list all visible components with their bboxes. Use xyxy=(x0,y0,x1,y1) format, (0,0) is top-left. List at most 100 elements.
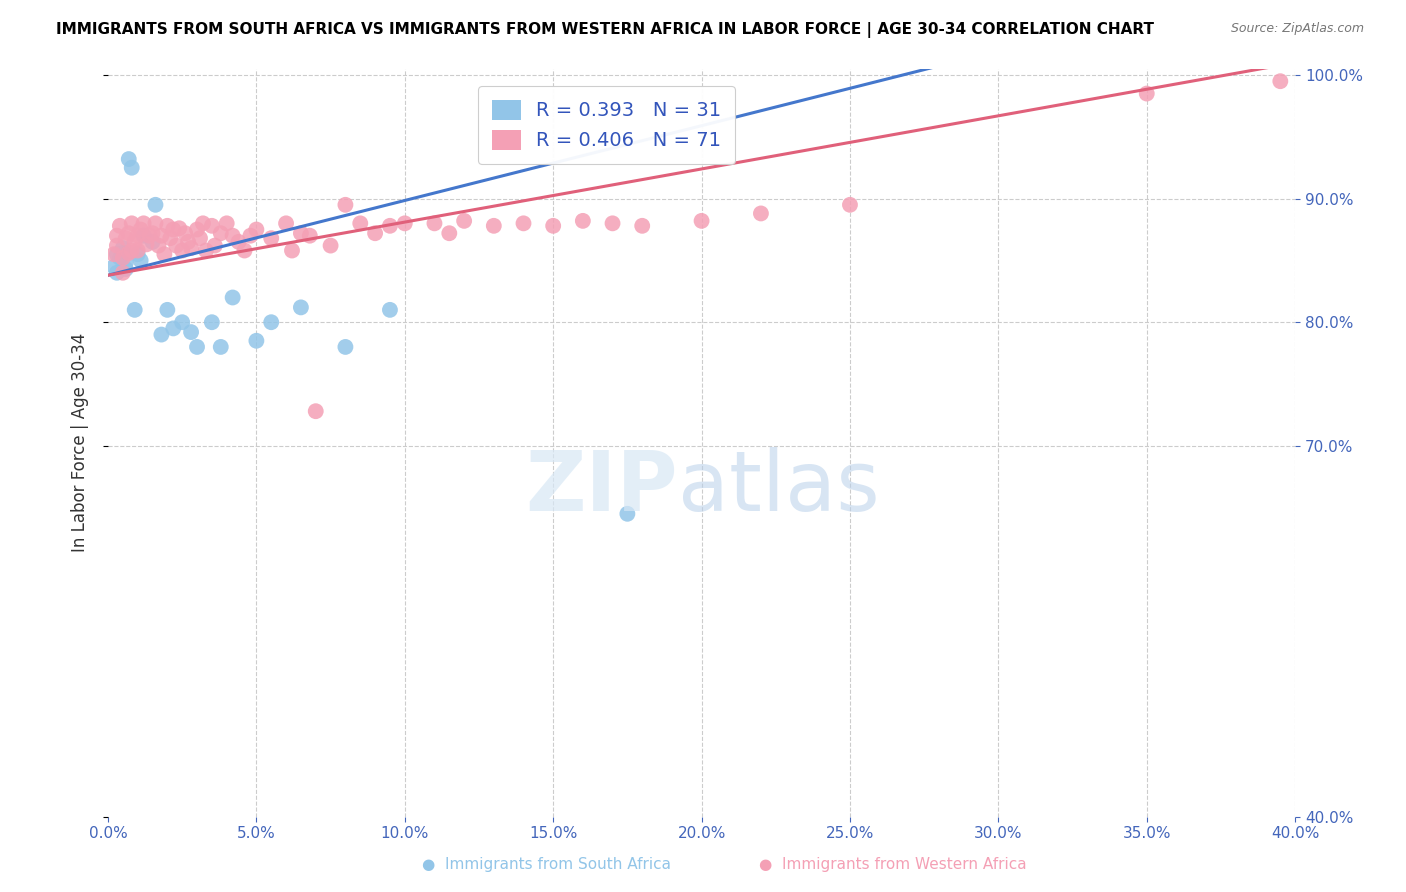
Point xyxy=(172,315,194,329)
Text: IMMIGRANTS FROM SOUTH AFRICA VS IMMIGRANTS FROM WESTERN AFRICA IN LABOR FORCE | : IMMIGRANTS FROM SOUTH AFRICA VS IMMIGRAN… xyxy=(56,22,1154,38)
Point xyxy=(239,228,262,243)
Point xyxy=(127,228,149,243)
Point xyxy=(127,244,149,258)
Point xyxy=(191,216,214,230)
Point xyxy=(156,219,179,233)
Point xyxy=(221,228,243,243)
Point xyxy=(150,327,173,342)
Point xyxy=(159,231,181,245)
Point xyxy=(108,251,131,265)
Point xyxy=(124,235,146,249)
Point xyxy=(174,226,197,240)
Point xyxy=(156,302,179,317)
Point xyxy=(245,222,267,236)
Point xyxy=(111,251,134,265)
Point xyxy=(245,334,267,348)
Point xyxy=(103,247,125,261)
Point xyxy=(145,216,167,230)
Point xyxy=(1270,74,1292,88)
Point xyxy=(512,216,534,230)
Point xyxy=(298,228,321,243)
Point xyxy=(335,198,357,212)
Point xyxy=(186,340,208,354)
Point xyxy=(378,302,401,317)
Point xyxy=(114,256,136,270)
Point xyxy=(132,228,155,243)
Point xyxy=(209,226,232,240)
Point xyxy=(138,228,160,243)
Point xyxy=(118,226,141,240)
Point xyxy=(114,262,136,277)
Point xyxy=(305,404,328,418)
Point xyxy=(153,247,176,261)
Point xyxy=(453,214,475,228)
Point xyxy=(281,244,304,258)
Point xyxy=(111,246,134,260)
Point xyxy=(150,228,173,243)
Point xyxy=(135,237,157,252)
Legend: R = 0.393   N = 31, R = 0.406   N = 71: R = 0.393 N = 31, R = 0.406 N = 71 xyxy=(478,86,735,164)
Point xyxy=(129,222,152,236)
Point xyxy=(127,247,149,261)
Point xyxy=(121,216,143,230)
Point xyxy=(541,219,564,233)
Point xyxy=(209,340,232,354)
Point xyxy=(108,219,131,233)
Point xyxy=(103,260,125,274)
Point xyxy=(121,244,143,258)
Point xyxy=(749,206,772,220)
Point xyxy=(228,235,250,249)
Point xyxy=(221,291,243,305)
Point xyxy=(616,507,638,521)
Point xyxy=(141,235,163,249)
Point xyxy=(839,198,862,212)
Point xyxy=(177,235,200,249)
Point xyxy=(111,266,134,280)
Point xyxy=(118,152,141,166)
Point xyxy=(167,221,190,235)
Point xyxy=(423,216,446,230)
Point xyxy=(439,226,461,240)
Point xyxy=(572,214,595,228)
Point xyxy=(148,238,170,252)
Point xyxy=(364,226,387,240)
Point xyxy=(201,315,224,329)
Point xyxy=(180,241,202,255)
Point xyxy=(188,231,211,245)
Point xyxy=(118,246,141,260)
Point xyxy=(290,301,312,315)
Point xyxy=(394,216,416,230)
Text: Source: ZipAtlas.com: Source: ZipAtlas.com xyxy=(1230,22,1364,36)
Point xyxy=(274,216,297,230)
Point xyxy=(215,216,238,230)
Text: ●  Immigrants from Western Africa: ● Immigrants from Western Africa xyxy=(759,857,1026,872)
Text: ZIP: ZIP xyxy=(526,447,678,528)
Point xyxy=(111,241,134,255)
Point xyxy=(105,247,128,261)
Point xyxy=(180,325,202,339)
Point xyxy=(290,226,312,240)
Point xyxy=(141,226,163,240)
Point xyxy=(319,238,342,252)
Point xyxy=(602,216,624,230)
Point xyxy=(690,214,713,228)
Point xyxy=(105,266,128,280)
Point xyxy=(260,231,283,245)
Point xyxy=(121,161,143,175)
Point xyxy=(482,219,505,233)
Point xyxy=(124,302,146,317)
Text: ●  Immigrants from South Africa: ● Immigrants from South Africa xyxy=(422,857,671,872)
Point xyxy=(105,228,128,243)
Point xyxy=(631,219,654,233)
Point xyxy=(335,340,357,354)
Point xyxy=(105,238,128,252)
Point xyxy=(129,253,152,268)
Point xyxy=(204,238,226,252)
Point xyxy=(162,321,184,335)
Point xyxy=(165,238,187,252)
Point xyxy=(186,222,208,236)
Text: atlas: atlas xyxy=(678,447,880,528)
Point xyxy=(172,244,194,258)
Point xyxy=(132,216,155,230)
Point xyxy=(233,244,256,258)
